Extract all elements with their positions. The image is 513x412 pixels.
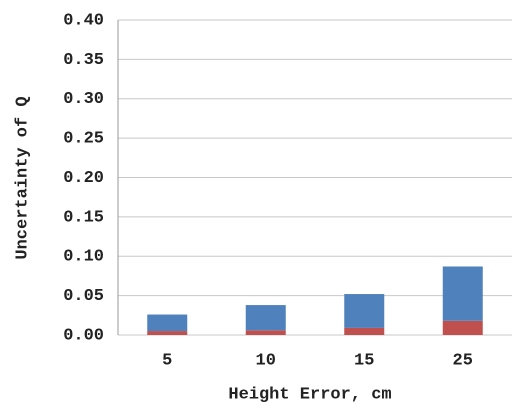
bar-segment [344,294,385,328]
y-tick-label: 0.00 [63,326,104,345]
bar-segment [442,266,483,321]
y-tick-label: 0.10 [63,248,104,267]
bar-segment [344,327,385,335]
x-axis-title: Height Error, cm [228,385,391,404]
x-tick-label: 10 [256,351,276,370]
y-tick-label: 0.20 [63,169,104,188]
bar-segment [245,330,286,335]
y-tick-label: 0.15 [63,208,104,227]
x-tick-label: 5 [162,351,172,370]
bar-segment [245,305,286,331]
bar-segment [442,320,483,335]
bar-segment [147,331,188,335]
bar-segment [147,314,188,332]
y-tick-label: 0.40 [63,11,104,30]
y-axis-title: Uncertainty of Q [13,96,32,259]
x-tick-label: 25 [453,351,473,370]
y-tick-label: 0.35 [63,51,104,70]
y-tick-label: 0.25 [63,130,104,149]
x-tick-label: 15 [354,351,374,370]
y-tick-label: 0.05 [63,287,104,306]
y-tick-label: 0.30 [63,90,104,109]
